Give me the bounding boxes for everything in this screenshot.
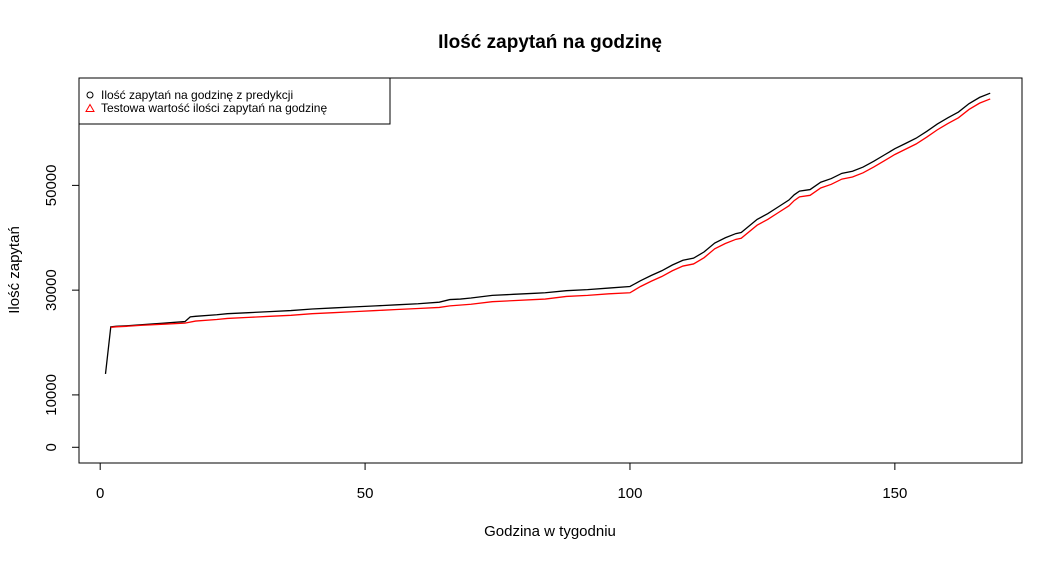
y-axis: 0 10000 30000 50000	[43, 165, 80, 451]
y-tick-label: 30000	[43, 269, 60, 311]
x-tick-label: 100	[617, 485, 642, 502]
chart-title: Ilość zapytań na godzinę	[438, 32, 662, 53]
series-line-1	[110, 98, 991, 328]
legend-label-prediction: Ilość zapytań na godzinę z predykcji	[101, 88, 293, 102]
plot-box	[78, 77, 1023, 464]
y-tick-label: 0	[43, 443, 60, 451]
series-line-0	[104, 92, 991, 375]
series-layer	[104, 92, 991, 375]
x-tick-label: 50	[357, 485, 374, 502]
legend-triangle-icon	[85, 103, 95, 112]
legend-box	[78, 77, 391, 125]
x-tick-label: 0	[96, 485, 104, 502]
y-axis-label: Ilość zapytań	[6, 226, 23, 314]
y-tick-label: 50000	[43, 165, 60, 207]
legend: Ilość zapytań na godzinę z predykcji Tes…	[78, 77, 391, 125]
x-axis-label: Godzina w tygodniu	[484, 523, 616, 540]
legend-circle-icon	[86, 91, 94, 99]
y-tick-label: 10000	[43, 374, 60, 416]
legend-label-test: Testowa wartość ilości zapytań na godzin…	[101, 101, 327, 115]
x-axis: 0 50 100 150	[96, 462, 907, 502]
x-tick-label: 150	[882, 485, 907, 502]
